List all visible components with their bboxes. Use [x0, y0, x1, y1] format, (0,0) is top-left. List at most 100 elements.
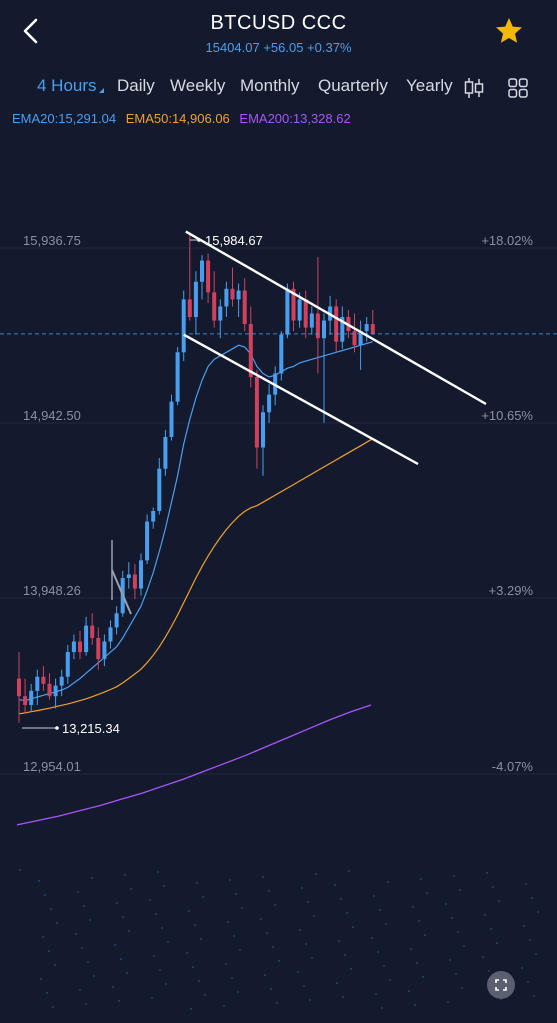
ema50-label: EMA50:14,906.06 [125, 111, 230, 126]
tab-weekly[interactable]: Weekly [170, 76, 226, 95]
volume-dot [153, 955, 155, 957]
ema20-line [18, 341, 373, 702]
low-marker-label: 13,215.34 [62, 721, 120, 736]
chevron-left-icon[interactable] [16, 14, 46, 48]
volume-dot [313, 915, 315, 917]
volume-dot [379, 909, 381, 911]
candle-body [334, 306, 339, 342]
ema50-line [18, 438, 374, 715]
candle-body [59, 676, 64, 686]
volume-dot [336, 982, 338, 984]
volume-dot [157, 871, 159, 873]
volume-dot [342, 996, 344, 998]
tab-yearly[interactable]: Yearly [406, 76, 453, 95]
volume-dot [81, 947, 83, 949]
volume-dot [46, 992, 48, 994]
volume-dot [231, 977, 233, 979]
candlestick-icon[interactable] [462, 76, 486, 100]
candle-body [29, 690, 34, 705]
volume-dot [451, 917, 453, 919]
percent-axis-label: -4.07% [492, 759, 534, 774]
volume-dot [490, 928, 492, 930]
candle-body [352, 331, 357, 346]
trendline-upper [185, 230, 487, 406]
volume-dot [270, 988, 272, 990]
volume-dot [535, 953, 537, 955]
volume-dot [418, 920, 420, 922]
volume-dot [334, 884, 336, 886]
volume-dot [297, 971, 299, 973]
volume-dot [124, 874, 126, 876]
candle-body [279, 334, 284, 374]
volume-dot [424, 934, 426, 936]
volume-dot [52, 1006, 54, 1008]
fullscreen-button[interactable] [487, 971, 515, 999]
volume-dot [488, 970, 490, 972]
candle-body [96, 637, 101, 660]
candle-body [309, 313, 314, 328]
volume-dot [48, 950, 50, 952]
page-title: BTCUSD CCC [210, 12, 347, 34]
volume-dot [19, 869, 21, 871]
volume-dot [151, 997, 153, 999]
volume-dot [79, 989, 81, 991]
ema20-label: EMA20:15,291.04 [12, 111, 117, 126]
tab-monthly[interactable]: Monthly [240, 76, 300, 95]
volume-dot [303, 985, 305, 987]
volume-dot [527, 981, 529, 983]
volume-dot [420, 878, 422, 880]
volume-dot [122, 916, 124, 918]
candle-body [212, 292, 217, 321]
volume-dot [239, 949, 241, 951]
volume-dot [112, 986, 114, 988]
volume-dot [161, 927, 163, 929]
tab-4-hours[interactable]: 4 Hours [37, 76, 104, 95]
volume-dot [167, 941, 169, 943]
volume-dot [198, 980, 200, 982]
candle-body [47, 683, 52, 697]
star-icon[interactable] [494, 16, 524, 46]
price-axis-label: 15,936.75 [23, 233, 81, 248]
volume-dot [350, 968, 352, 970]
volume-dot [492, 886, 494, 888]
volume-dot [307, 901, 309, 903]
volume-dot [50, 908, 52, 910]
volume-dot [200, 938, 202, 940]
candle-body [114, 613, 119, 628]
volume-dot [188, 910, 190, 912]
candle-body [35, 676, 40, 691]
volume-dot [54, 964, 56, 966]
volume-dot [301, 887, 303, 889]
price-chart[interactable]: 15,936.75 +18.02% 14,942.50 +10.65% 13,948.2… [0, 130, 557, 1023]
volume-dot [192, 966, 194, 968]
candle-body [200, 260, 204, 282]
volume-dot [118, 1000, 120, 1002]
header: BTCUSD CCC 15404.07 +56.05 +0.37% [0, 0, 557, 62]
candle-body [261, 412, 265, 448]
candle-body [370, 324, 375, 334]
volume-dot [204, 994, 206, 996]
candle-body [242, 290, 247, 325]
volume-dot [449, 959, 451, 961]
volume-dot [38, 880, 40, 882]
candle-body [248, 324, 253, 377]
candle-body [53, 685, 58, 697]
volume-dot [457, 931, 459, 933]
candle-body [358, 331, 363, 346]
ema200-line [16, 704, 372, 826]
volume-dot [241, 907, 243, 909]
candle-body [78, 641, 82, 653]
percent-axis-label: +18.02% [481, 233, 533, 248]
volume-dot [389, 979, 391, 981]
volume-dot [346, 912, 348, 914]
volume-dot [126, 972, 128, 974]
tab-quarterly[interactable]: Quarterly [318, 76, 388, 95]
grid-icon[interactable] [506, 76, 530, 100]
tab-daily[interactable]: Daily [117, 76, 155, 95]
volume-dot [348, 870, 350, 872]
candle-body [322, 320, 326, 339]
high-marker-dot [197, 238, 201, 242]
volume-dot [155, 913, 157, 915]
low-marker-dot [55, 726, 59, 730]
volume-dot [447, 1001, 449, 1003]
